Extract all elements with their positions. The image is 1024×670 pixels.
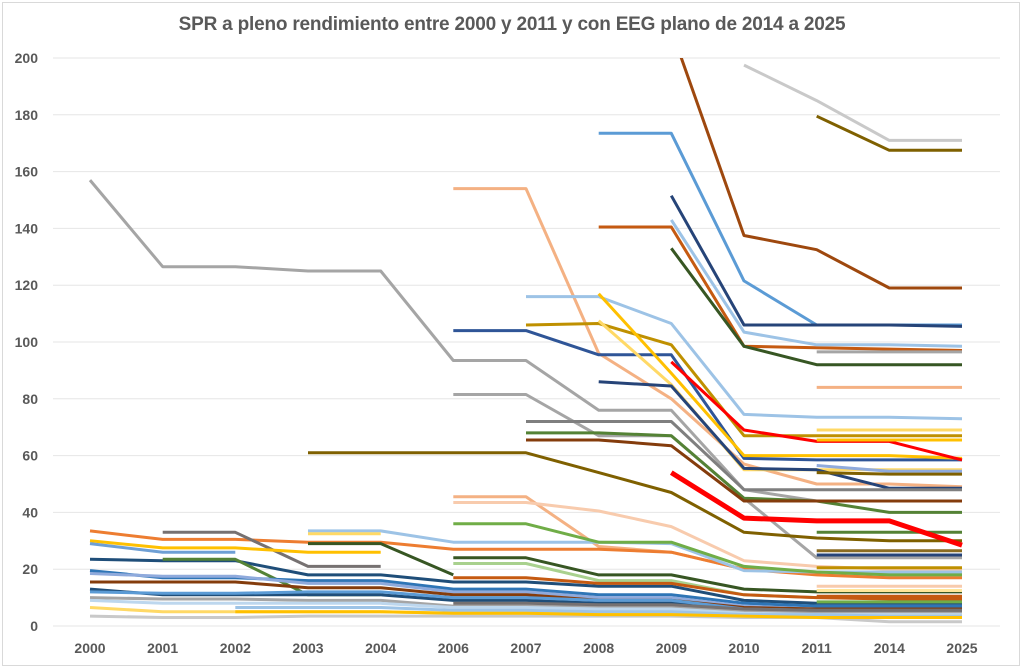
x-tick-label: 2002 bbox=[220, 640, 251, 656]
series-line-s33 bbox=[308, 542, 454, 577]
series-lines bbox=[88, 58, 963, 624]
series-line-s12 bbox=[525, 322, 962, 438]
x-tick-label: 2014 bbox=[874, 640, 905, 656]
x-tick-label: 2003 bbox=[292, 640, 323, 656]
series-line-s14 bbox=[597, 292, 963, 460]
x-tick-label: 2001 bbox=[147, 640, 178, 656]
series-line-s53 bbox=[453, 601, 962, 612]
x-tick-label: 2011 bbox=[801, 640, 832, 656]
series-line-s30 bbox=[89, 539, 381, 554]
series-line-s2 bbox=[743, 63, 962, 142]
y-tick-label: 200 bbox=[15, 50, 39, 66]
x-tick-label: 2009 bbox=[656, 640, 687, 656]
series-line-s5 bbox=[598, 131, 962, 327]
series-line-s32 bbox=[453, 522, 962, 577]
chart-title: SPR a pleno rendimiento entre 2000 y 201… bbox=[178, 14, 846, 35]
y-tick-label: 160 bbox=[15, 164, 39, 180]
series-line-s7 bbox=[598, 225, 963, 352]
x-tick-label: 2006 bbox=[438, 640, 469, 656]
x-tick-label: 2025 bbox=[946, 640, 977, 656]
x-tick-label: 2010 bbox=[728, 640, 759, 656]
series-line-s62 bbox=[816, 464, 962, 473]
series-line-s22 bbox=[308, 451, 962, 543]
y-tick-label: 20 bbox=[22, 561, 38, 577]
series-line-s50 bbox=[453, 576, 962, 601]
y-tick-label: 100 bbox=[15, 334, 39, 350]
x-tick-label: 2000 bbox=[74, 640, 105, 656]
series-line-s9 bbox=[670, 247, 962, 367]
y-tick-label: 60 bbox=[22, 448, 38, 464]
y-tick-label: 180 bbox=[15, 107, 39, 123]
y-tick-label: 80 bbox=[22, 391, 38, 407]
series-line-s4 bbox=[679, 58, 962, 290]
x-axis-ticks: 2000 2001 2002 2003 2004 2006 2007 2008 2009 2010… bbox=[74, 640, 977, 656]
x-tick-label: 2008 bbox=[583, 640, 614, 656]
series-line-s11 bbox=[526, 295, 963, 421]
y-tick-label: 0 bbox=[30, 618, 38, 634]
y-tick-label: 140 bbox=[15, 220, 39, 236]
x-tick-label: 2004 bbox=[365, 640, 396, 656]
series-line-s51 bbox=[235, 606, 962, 618]
y-axis-ticks: 0 20 40 60 80 100 120 140 160 180 200 bbox=[15, 50, 39, 634]
series-line-s21 bbox=[526, 438, 962, 503]
series-line-s3 bbox=[816, 114, 962, 152]
y-tick-label: 120 bbox=[15, 277, 39, 293]
series-line-s13 bbox=[453, 329, 962, 462]
series-line-s19 bbox=[526, 420, 962, 492]
series-line-s23 bbox=[669, 470, 963, 548]
series-line-s26 bbox=[89, 529, 962, 580]
x-tick-label: 2007 bbox=[510, 640, 541, 656]
series-line-s31 bbox=[89, 542, 236, 554]
series-line-s6 bbox=[669, 194, 963, 328]
series-line-s20 bbox=[526, 431, 962, 514]
y-tick-label: 40 bbox=[22, 504, 38, 520]
series-line-s52 bbox=[235, 610, 962, 619]
series-line-s63 bbox=[816, 471, 962, 476]
series-line-s8 bbox=[670, 219, 963, 348]
